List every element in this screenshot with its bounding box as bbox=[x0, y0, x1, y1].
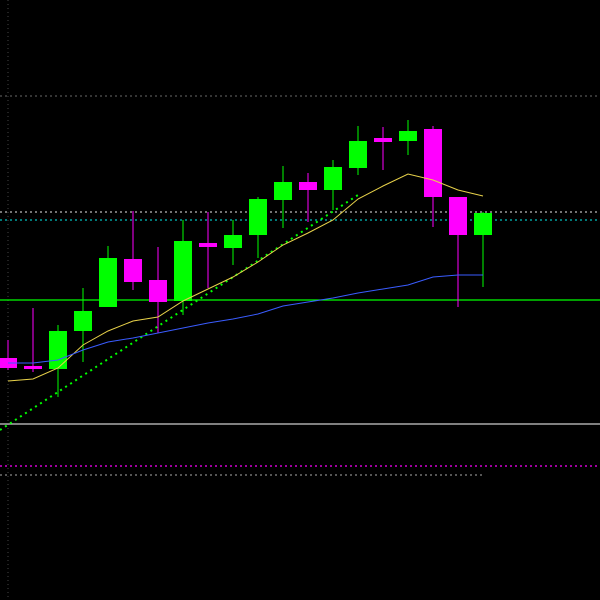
candle-body bbox=[324, 167, 342, 190]
candle-body bbox=[199, 243, 217, 247]
candle-body bbox=[74, 311, 92, 331]
candle-body bbox=[274, 182, 292, 200]
candle-body bbox=[224, 235, 242, 248]
candle-body bbox=[124, 259, 142, 282]
candle-body bbox=[374, 138, 392, 142]
candle-body bbox=[249, 199, 267, 235]
moving-average bbox=[7, 173, 484, 382]
candle-body bbox=[399, 131, 417, 141]
candle-body bbox=[349, 141, 367, 168]
candle-body bbox=[99, 258, 117, 307]
candle-body bbox=[474, 213, 492, 235]
candle-body bbox=[424, 129, 442, 197]
candle-body bbox=[299, 182, 317, 190]
candle-body bbox=[174, 241, 192, 301]
candle-body bbox=[449, 197, 467, 235]
moving-average bbox=[8, 274, 483, 364]
candle-body bbox=[49, 331, 67, 369]
candle-body bbox=[149, 280, 167, 302]
candle-body bbox=[24, 366, 42, 369]
